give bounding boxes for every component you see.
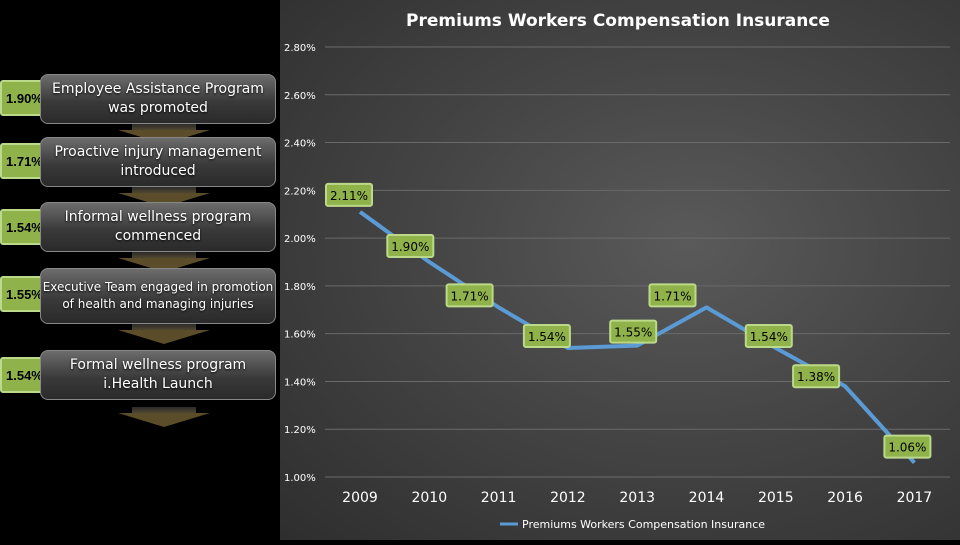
x-tick-label: 2014: [689, 490, 725, 506]
y-tick-label: 2.20%: [284, 186, 316, 197]
x-tick-label: 2012: [550, 490, 586, 506]
y-tick-label: 2.80%: [284, 43, 316, 54]
data-label: 1.54%: [744, 324, 793, 348]
x-tick-label: 2010: [411, 490, 447, 506]
data-label: 2.11%: [325, 182, 373, 207]
step-4-arrow-icon: [118, 330, 210, 344]
line-chart: Premiums Workers Compensation Insurance …: [284, 11, 950, 531]
svg-text:1.38%: 1.38%: [797, 370, 835, 384]
data-label: 1.06%: [883, 434, 932, 459]
milestone-panel: 1.90% Employee Assistance Program was pr…: [0, 0, 280, 540]
y-tick-label: 2.40%: [284, 139, 316, 150]
svg-text:1.06%: 1.06%: [888, 441, 926, 455]
y-tick-label: 2.00%: [284, 234, 316, 245]
y-tick-label: 1.20%: [284, 425, 316, 436]
step-5-box: Formal wellness program i.Health Launch: [40, 350, 276, 400]
data-label: 1.54%: [522, 324, 571, 348]
x-tick-label: 2013: [619, 490, 655, 506]
svg-text:1.90%: 1.90%: [391, 240, 429, 254]
step-3-arrow-body: [132, 252, 196, 262]
step-4-box: Executive Team engaged in promotion of h…: [40, 268, 276, 324]
y-tick-label: 1.40%: [284, 377, 316, 388]
svg-text:1.71%: 1.71%: [451, 289, 489, 303]
y-tick-label: 1.60%: [284, 330, 316, 341]
svg-text:1.55%: 1.55%: [614, 326, 652, 340]
y-tick-label: 2.60%: [284, 91, 316, 102]
data-label: 1.71%: [445, 283, 494, 308]
y-tick-label: 1.00%: [284, 473, 316, 484]
step-2-arrow-body: [132, 187, 196, 197]
step-3-box: Informal wellness program commenced: [40, 202, 276, 252]
svg-text:1.54%: 1.54%: [528, 330, 566, 344]
step-1-arrow-body: [132, 124, 196, 134]
x-tick-label: 2015: [758, 490, 794, 506]
step-5-arrow-icon: [118, 413, 210, 427]
x-tick-label: 2011: [481, 490, 517, 506]
data-label: 1.71%: [648, 283, 697, 308]
x-tick-label: 2017: [897, 490, 933, 506]
step-2-box: Proactive injury management introduced: [40, 137, 276, 187]
chart-panel: Premiums Workers Compensation Insurance …: [280, 0, 960, 540]
data-label: 1.90%: [386, 234, 435, 258]
step-1-box: Employee Assistance Program was promoted: [40, 74, 276, 124]
data-label: 1.38%: [792, 364, 841, 389]
data-label: 1.55%: [609, 319, 658, 344]
legend-label: Premiums Workers Compensation Insurance: [522, 518, 765, 531]
x-tick-label: 2009: [342, 490, 378, 506]
svg-text:1.71%: 1.71%: [653, 289, 691, 303]
chart-title: Premiums Workers Compensation Insurance: [406, 11, 830, 31]
x-tick-label: 2016: [827, 490, 863, 506]
step-5-arrow-body: [132, 407, 196, 417]
step-4-arrow-body: [132, 324, 196, 334]
svg-text:1.54%: 1.54%: [750, 330, 788, 344]
svg-text:2.11%: 2.11%: [330, 189, 368, 203]
y-tick-label: 1.80%: [284, 282, 316, 293]
chart-legend: Premiums Workers Compensation Insurance: [500, 518, 765, 531]
